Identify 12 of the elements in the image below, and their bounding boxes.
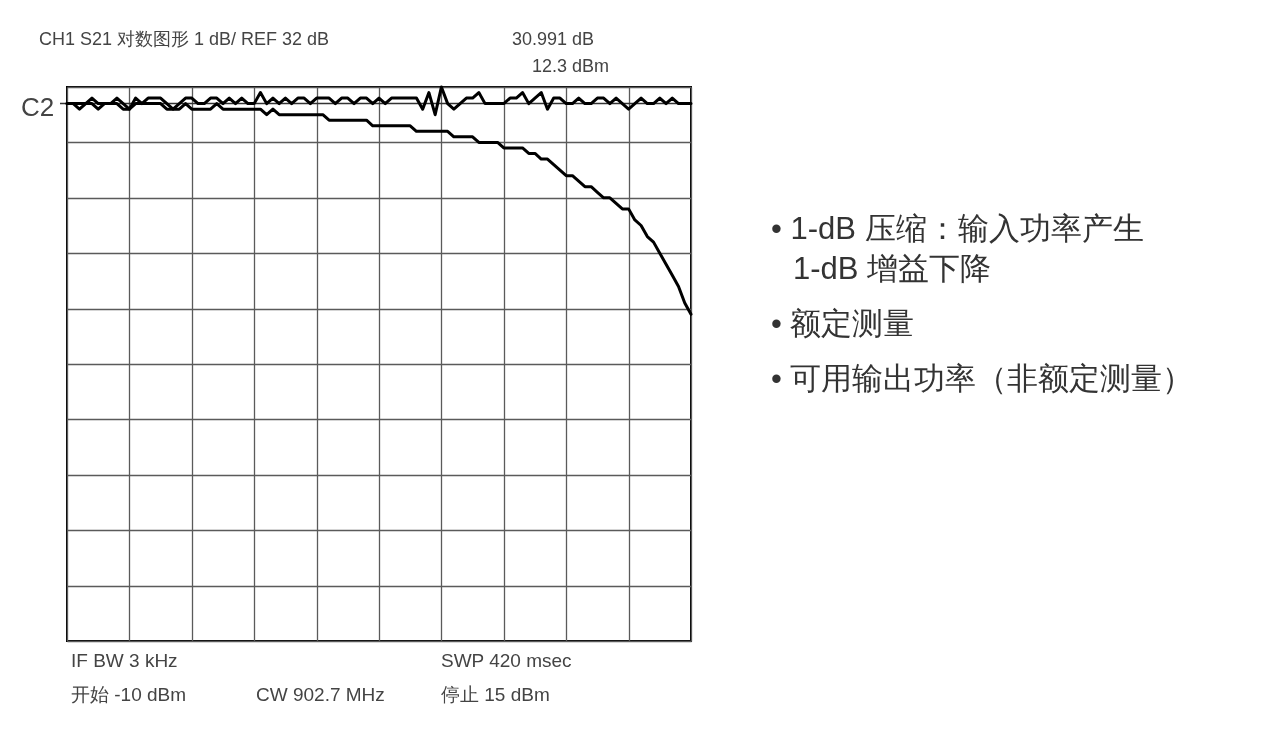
- text: • 额定测量: [771, 306, 915, 341]
- text: 停止 15 dBm: [441, 684, 550, 705]
- text: • 可用输出功率（非额定测量）: [771, 361, 1194, 396]
- text: 开始 -10 dBm: [71, 684, 187, 705]
- text: 12.3 dBm: [531, 56, 609, 76]
- text: SWP 420 msec: [441, 650, 572, 671]
- text: • 1-dB 压缩：输入功率产生 1-dB 增益下降: [771, 211, 1144, 286]
- text: 30.991 dB: [512, 29, 595, 49]
- chart-title: CH1 S21 对数图形 1 dB/ REF 32 dB: [39, 29, 330, 49]
- text: CW 902.7 MHz: [256, 684, 385, 705]
- text: C2: [21, 92, 55, 122]
- text: IF BW 3 kHz: [71, 650, 178, 671]
